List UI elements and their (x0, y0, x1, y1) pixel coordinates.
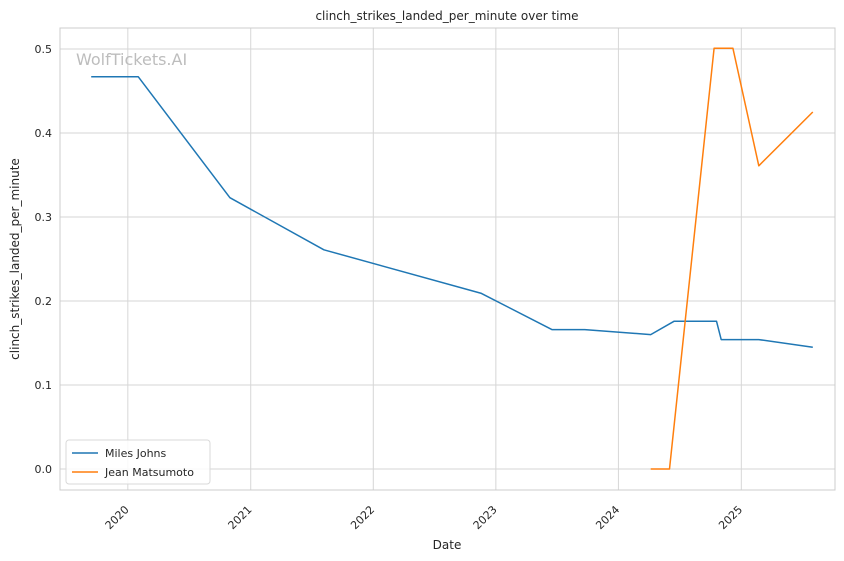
x-tick-labels: 2020 2021 2022 2023 2024 2025 (103, 503, 745, 532)
y-tick-label: 0.1 (35, 379, 53, 392)
series-group (91, 47, 814, 470)
watermark: WolfTickets.AI (76, 50, 187, 69)
legend-label-miles-johns: Miles Johns (105, 447, 167, 460)
x-tick-label: 2025 (716, 503, 745, 532)
plot-area (60, 28, 835, 490)
x-tick-label: 2020 (103, 503, 132, 532)
plot-frame (59, 27, 836, 491)
x-tick-label: 2023 (471, 503, 500, 532)
legend: Miles Johns Jean Matsumoto (65, 439, 211, 485)
y-tick-label: 0.3 (35, 211, 53, 224)
x-tick-label: 2021 (226, 503, 255, 532)
chart-title: clinch_strikes_landed_per_minute over ti… (315, 9, 578, 23)
y-tick-label: 0.4 (35, 127, 53, 140)
x-tick-label: 2024 (593, 503, 622, 532)
legend-box (65, 439, 211, 485)
y-tick-labels: 0.0 0.1 0.2 0.3 0.4 0.5 (35, 43, 53, 476)
legend-label-jean-matsumoto: Jean Matsumoto (104, 466, 194, 479)
y-tick-label: 0.2 (35, 295, 53, 308)
grid (60, 28, 835, 490)
series-line-jean-matsumoto (650, 47, 814, 470)
y-axis-label: clinch_strikes_landed_per_minute (8, 158, 22, 360)
x-tick-label: 2022 (348, 503, 377, 532)
series-line-miles-johns (91, 75, 813, 348)
x-axis-label: Date (433, 538, 462, 552)
y-tick-label: 0.5 (35, 43, 53, 56)
y-tick-label: 0.0 (35, 463, 53, 476)
